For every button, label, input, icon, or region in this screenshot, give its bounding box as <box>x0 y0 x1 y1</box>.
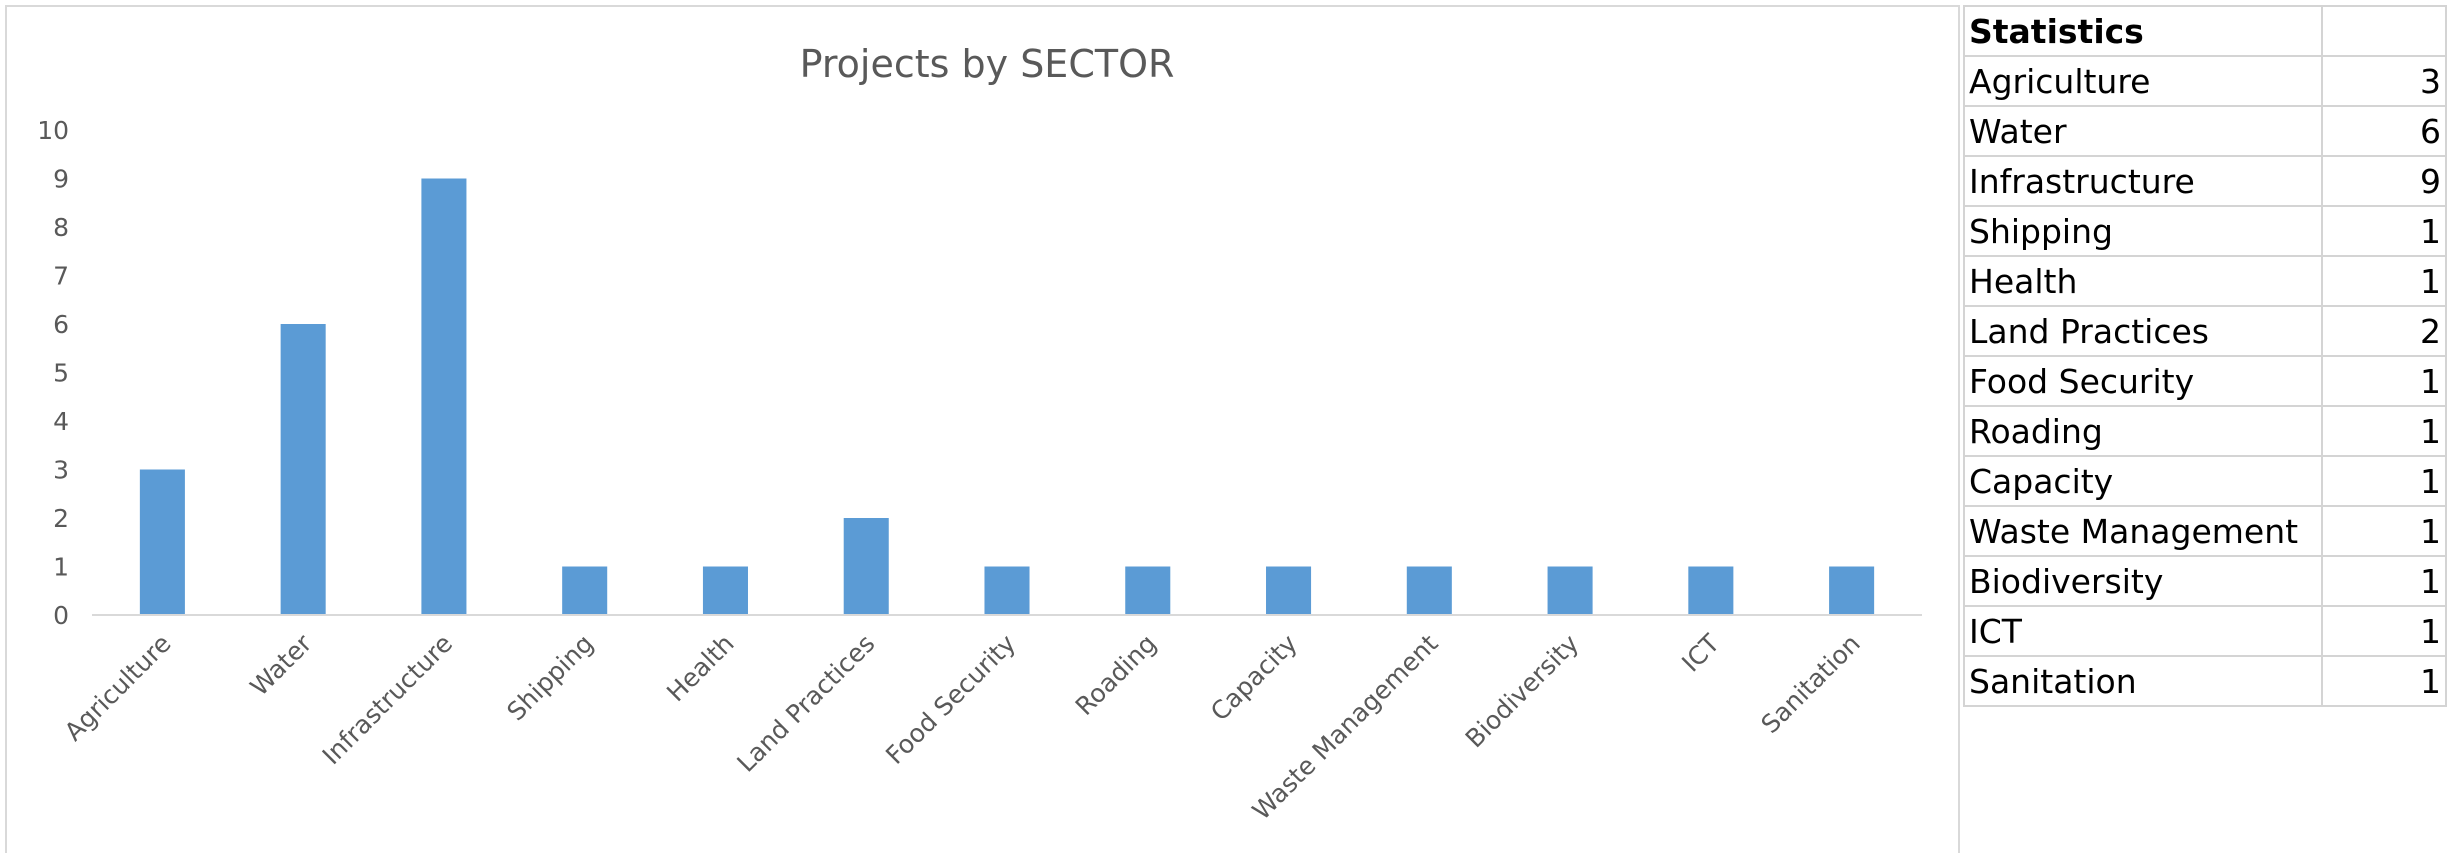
row-label: Land Practices <box>1963 305 2323 357</box>
x-tick-label: Water <box>245 628 318 701</box>
y-tick-label: 9 <box>53 165 69 194</box>
x-tick-label: ICT <box>1676 628 1725 677</box>
table-row: Land Practices 2 <box>1963 305 2447 357</box>
row-value: 1 <box>2321 405 2447 457</box>
bar-ict <box>1688 566 1734 615</box>
row-value: 1 <box>2321 355 2447 407</box>
y-axis-ticks: 0 1 2 3 4 5 6 7 8 9 10 <box>37 116 69 630</box>
row-label: Waste Management <box>1963 505 2323 557</box>
row-value: 1 <box>2321 255 2447 307</box>
table-header-row: Statistics <box>1963 5 2447 57</box>
bars <box>139 178 1875 615</box>
bar-food-security <box>984 566 1030 615</box>
row-value: 9 <box>2321 155 2447 207</box>
x-tick-label: Health <box>661 629 740 708</box>
table-row: Infrastructure 9 <box>1963 155 2447 207</box>
y-tick-label: 5 <box>53 359 69 388</box>
bar-water <box>280 324 326 615</box>
row-value: 1 <box>2321 555 2447 607</box>
row-value: 3 <box>2321 55 2447 107</box>
x-tick-label: Infrastructure <box>317 629 458 770</box>
row-label: ICT <box>1963 605 2323 657</box>
table-row: Food Security 1 <box>1963 355 2447 407</box>
y-tick-label: 6 <box>53 310 69 339</box>
y-tick-label: 3 <box>53 456 69 485</box>
bar-roading <box>1125 566 1171 615</box>
y-tick-label: 4 <box>53 407 69 436</box>
bar-sanitation <box>1829 566 1875 615</box>
bar-waste-management <box>1406 566 1452 615</box>
table-row: Agriculture 3 <box>1963 55 2447 107</box>
bar-biodiversity <box>1547 566 1593 615</box>
row-label: Roading <box>1963 405 2323 457</box>
table-header-label: Statistics <box>1963 5 2323 57</box>
table-row: Biodiversity 1 <box>1963 555 2447 607</box>
row-value: 1 <box>2321 655 2447 707</box>
table-row: Sanitation 1 <box>1963 655 2447 707</box>
bar-shipping <box>562 566 608 615</box>
bar-agriculture <box>139 469 185 615</box>
table-row: Capacity 1 <box>1963 455 2447 507</box>
table-row: ICT 1 <box>1963 605 2447 657</box>
row-label: Sanitation <box>1963 655 2323 707</box>
table-row: Water 6 <box>1963 105 2447 157</box>
bar-infrastructure <box>421 178 467 615</box>
row-value: 6 <box>2321 105 2447 157</box>
row-label: Biodiversity <box>1963 555 2323 607</box>
y-tick-label: 7 <box>53 262 69 291</box>
row-label: Health <box>1963 255 2323 307</box>
bar-capacity <box>1266 566 1312 615</box>
bar-health <box>702 566 748 615</box>
table-header-value <box>2321 5 2447 57</box>
x-tick-label: Land Practices <box>731 629 880 778</box>
row-label: Water <box>1963 105 2323 157</box>
x-axis-labels: Agriculture Water Infrastructure Shipping He… <box>59 628 1866 825</box>
row-label: Capacity <box>1963 455 2323 507</box>
table-row: Roading 1 <box>1963 405 2447 457</box>
y-tick-label: 2 <box>53 504 69 533</box>
x-tick-label: Agriculture <box>59 629 177 747</box>
table-row: Waste Management 1 <box>1963 505 2447 557</box>
row-label: Agriculture <box>1963 55 2323 107</box>
chart-area: Projects by SECTOR 0 1 2 3 4 5 6 7 8 9 10 Agricult… <box>5 5 1960 853</box>
y-tick-label: 8 <box>53 213 69 242</box>
x-tick-label: Roading <box>1070 629 1162 721</box>
x-tick-label: Biodiversity <box>1460 629 1585 754</box>
chart-title: Projects by SECTOR <box>800 42 1175 86</box>
y-tick-label: 0 <box>53 601 69 630</box>
row-value: 1 <box>2321 605 2447 657</box>
bar-chart: Projects by SECTOR 0 1 2 3 4 5 6 7 8 9 10 Agricult… <box>37 42 1922 826</box>
x-tick-label: Food Security <box>880 629 1021 770</box>
table-row: Health 1 <box>1963 255 2447 307</box>
row-value: 1 <box>2321 505 2447 557</box>
row-value: 1 <box>2321 455 2447 507</box>
y-tick-label: 1 <box>53 553 69 582</box>
table-row: Shipping 1 <box>1963 205 2447 257</box>
bar-land-practices <box>843 518 889 615</box>
x-tick-label: Sanitation <box>1756 629 1866 739</box>
statistics-table: Statistics Agriculture 3 Water 6 Infrastruct… <box>1963 5 2447 707</box>
x-tick-label: Shipping <box>501 629 599 727</box>
row-label: Infrastructure <box>1963 155 2323 207</box>
row-label: Shipping <box>1963 205 2323 257</box>
x-tick-label: Capacity <box>1205 629 1303 727</box>
row-value: 1 <box>2321 205 2447 257</box>
y-tick-label: 10 <box>37 116 69 145</box>
row-label: Food Security <box>1963 355 2323 407</box>
row-value: 2 <box>2321 305 2447 357</box>
